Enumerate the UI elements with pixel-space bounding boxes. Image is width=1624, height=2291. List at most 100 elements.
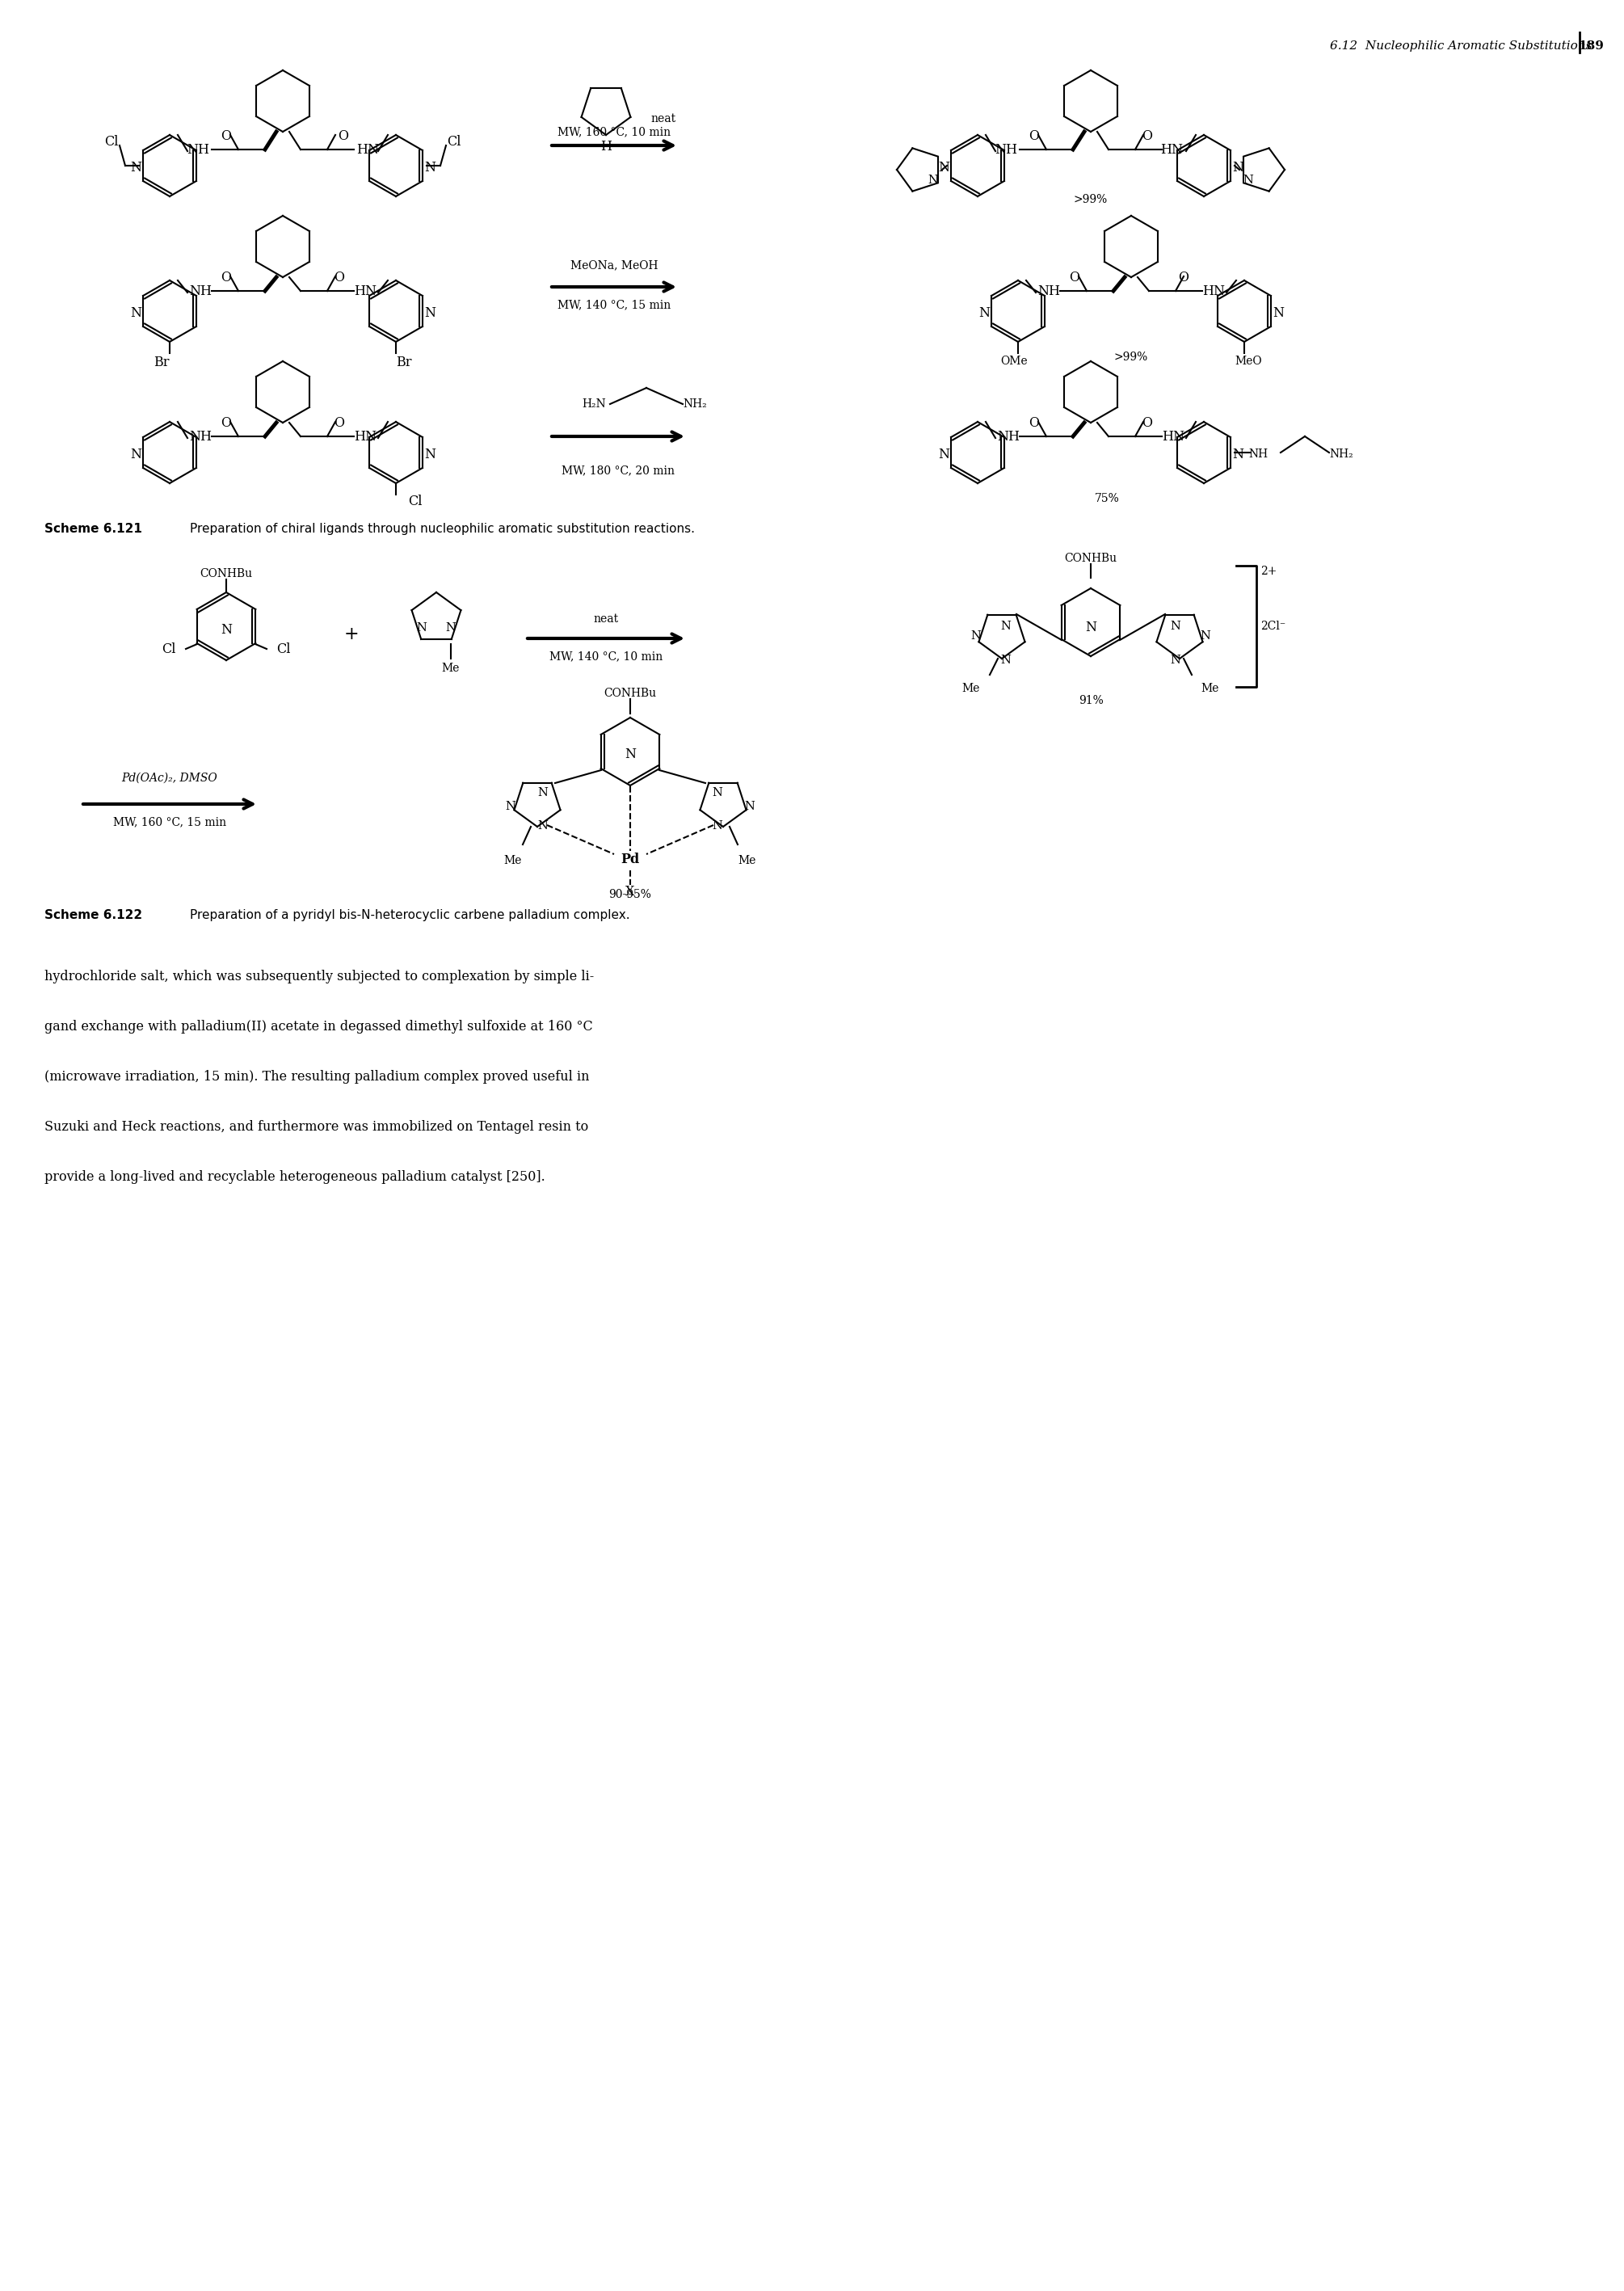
Text: CONHBu: CONHBu <box>604 687 656 699</box>
Text: Scheme 6.121: Scheme 6.121 <box>44 522 143 536</box>
Text: MW, 140 °C, 10 min: MW, 140 °C, 10 min <box>549 651 663 662</box>
Text: O: O <box>1179 270 1189 284</box>
Text: O: O <box>335 417 344 431</box>
Text: HN: HN <box>354 284 377 298</box>
Text: N: N <box>130 307 141 321</box>
Text: MW, 140 °C, 15 min: MW, 140 °C, 15 min <box>557 300 671 309</box>
Text: N: N <box>939 447 950 460</box>
Text: O: O <box>1069 270 1080 284</box>
Text: N: N <box>713 788 723 800</box>
Text: Cl: Cl <box>104 135 119 149</box>
Text: N: N <box>130 160 141 174</box>
Text: OMe: OMe <box>1000 355 1028 367</box>
Text: Cl: Cl <box>408 495 422 509</box>
Text: X: X <box>625 884 635 898</box>
Text: MeONa, MeOH: MeONa, MeOH <box>570 259 658 270</box>
Text: N: N <box>1085 621 1096 635</box>
Text: O: O <box>338 128 349 142</box>
Text: N: N <box>1000 655 1012 667</box>
Text: H₂N: H₂N <box>581 399 606 410</box>
Text: >99%: >99% <box>1114 351 1148 362</box>
Text: N: N <box>1273 307 1285 321</box>
Text: HN: HN <box>354 428 377 442</box>
Text: HN: HN <box>356 142 378 156</box>
Text: Me: Me <box>1202 683 1220 694</box>
Text: O: O <box>1142 128 1153 142</box>
Text: Preparation of chiral ligands through nucleophilic aromatic substitution reactio: Preparation of chiral ligands through nu… <box>190 522 695 536</box>
Text: N: N <box>424 447 435 460</box>
Text: N: N <box>713 820 723 832</box>
Text: N: N <box>445 623 456 635</box>
Text: N: N <box>744 802 755 811</box>
Text: NH: NH <box>1038 284 1060 298</box>
Text: Pd: Pd <box>620 852 640 866</box>
Text: gand exchange with palladium(II) acetate in degassed dimethyl sulfoxide at 160 °: gand exchange with palladium(II) acetate… <box>44 1019 593 1033</box>
Text: MW, 180 °C, 20 min: MW, 180 °C, 20 min <box>562 465 674 477</box>
Text: Cl: Cl <box>162 641 175 655</box>
Text: MeO: MeO <box>1234 355 1262 367</box>
Text: +: + <box>344 625 359 644</box>
Text: Pd(OAc)₂, DMSO: Pd(OAc)₂, DMSO <box>122 772 218 784</box>
Text: O: O <box>1142 417 1153 431</box>
Text: N: N <box>1242 174 1254 186</box>
Text: N: N <box>424 160 435 174</box>
Text: O: O <box>1030 128 1039 142</box>
Text: O: O <box>221 270 232 284</box>
Text: N: N <box>538 820 549 832</box>
Text: Preparation of a pyridyl bis-Ν-heterocyclic carbene palladium complex.: Preparation of a pyridyl bis-Ν-heterocyc… <box>190 910 630 921</box>
Text: Scheme 6.122: Scheme 6.122 <box>44 910 143 921</box>
Text: MW, 160 °C, 15 min: MW, 160 °C, 15 min <box>114 816 226 827</box>
Text: Cl: Cl <box>447 135 461 149</box>
Text: Me: Me <box>961 683 981 694</box>
Text: NH: NH <box>994 142 1017 156</box>
Text: N: N <box>538 788 549 800</box>
Text: N: N <box>971 630 981 641</box>
Text: NH₂: NH₂ <box>682 399 706 410</box>
Text: NH: NH <box>188 284 211 298</box>
Text: N: N <box>1171 621 1181 632</box>
Text: (microwave irradiation, 15 min). The resulting palladium complex proved useful i: (microwave irradiation, 15 min). The res… <box>44 1070 590 1084</box>
Text: Br: Br <box>154 355 169 369</box>
Text: N: N <box>939 160 950 174</box>
Text: O: O <box>335 270 344 284</box>
Text: Br: Br <box>396 355 412 369</box>
Text: 2+: 2+ <box>1260 566 1276 577</box>
Text: N: N <box>927 174 939 186</box>
Text: neat: neat <box>650 112 676 124</box>
Text: H: H <box>601 140 612 153</box>
Text: 90-95%: 90-95% <box>609 889 651 900</box>
Text: N: N <box>1171 655 1181 667</box>
Text: N: N <box>1233 160 1244 174</box>
Text: NH: NH <box>187 142 209 156</box>
Text: hydrochloride salt, which was subsequently subjected to complexation by simple l: hydrochloride salt, which was subsequent… <box>44 969 594 983</box>
Text: neat: neat <box>593 614 619 625</box>
Text: NH₂: NH₂ <box>1328 449 1353 460</box>
Text: 91%: 91% <box>1078 694 1103 706</box>
Text: provide a long-lived and recyclable heterogeneous palladium catalyst [250].: provide a long-lived and recyclable hete… <box>44 1171 546 1184</box>
Text: NH: NH <box>997 428 1020 442</box>
Text: NH: NH <box>1249 449 1268 460</box>
Text: N: N <box>221 623 232 637</box>
Text: N: N <box>130 447 141 460</box>
Text: N: N <box>424 307 435 321</box>
Text: N: N <box>1233 447 1244 460</box>
Text: 189: 189 <box>1579 41 1605 53</box>
Text: Me: Me <box>442 662 460 674</box>
Text: O: O <box>1030 417 1039 431</box>
Text: HN: HN <box>1202 284 1224 298</box>
Text: O: O <box>221 417 232 431</box>
Text: MW, 160 °C, 10 min: MW, 160 °C, 10 min <box>557 126 671 137</box>
Text: Suzuki and Heck reactions, and furthermore was immobilized on Tentagel resin to: Suzuki and Heck reactions, and furthermo… <box>44 1120 588 1134</box>
Text: O: O <box>221 128 232 142</box>
Text: Cl: Cl <box>276 641 291 655</box>
Text: 2Cl⁻: 2Cl⁻ <box>1260 621 1286 632</box>
Text: NH: NH <box>188 428 211 442</box>
Text: 6.12  Nucleophilic Aromatic Substitutions: 6.12 Nucleophilic Aromatic Substitutions <box>1330 41 1592 53</box>
Text: CONHBu: CONHBu <box>200 568 253 580</box>
Text: HN: HN <box>1161 428 1184 442</box>
Text: Me: Me <box>739 855 757 866</box>
Text: N: N <box>1200 630 1210 641</box>
Text: >99%: >99% <box>1073 195 1108 206</box>
Text: N: N <box>505 802 516 811</box>
Text: N: N <box>625 747 637 761</box>
